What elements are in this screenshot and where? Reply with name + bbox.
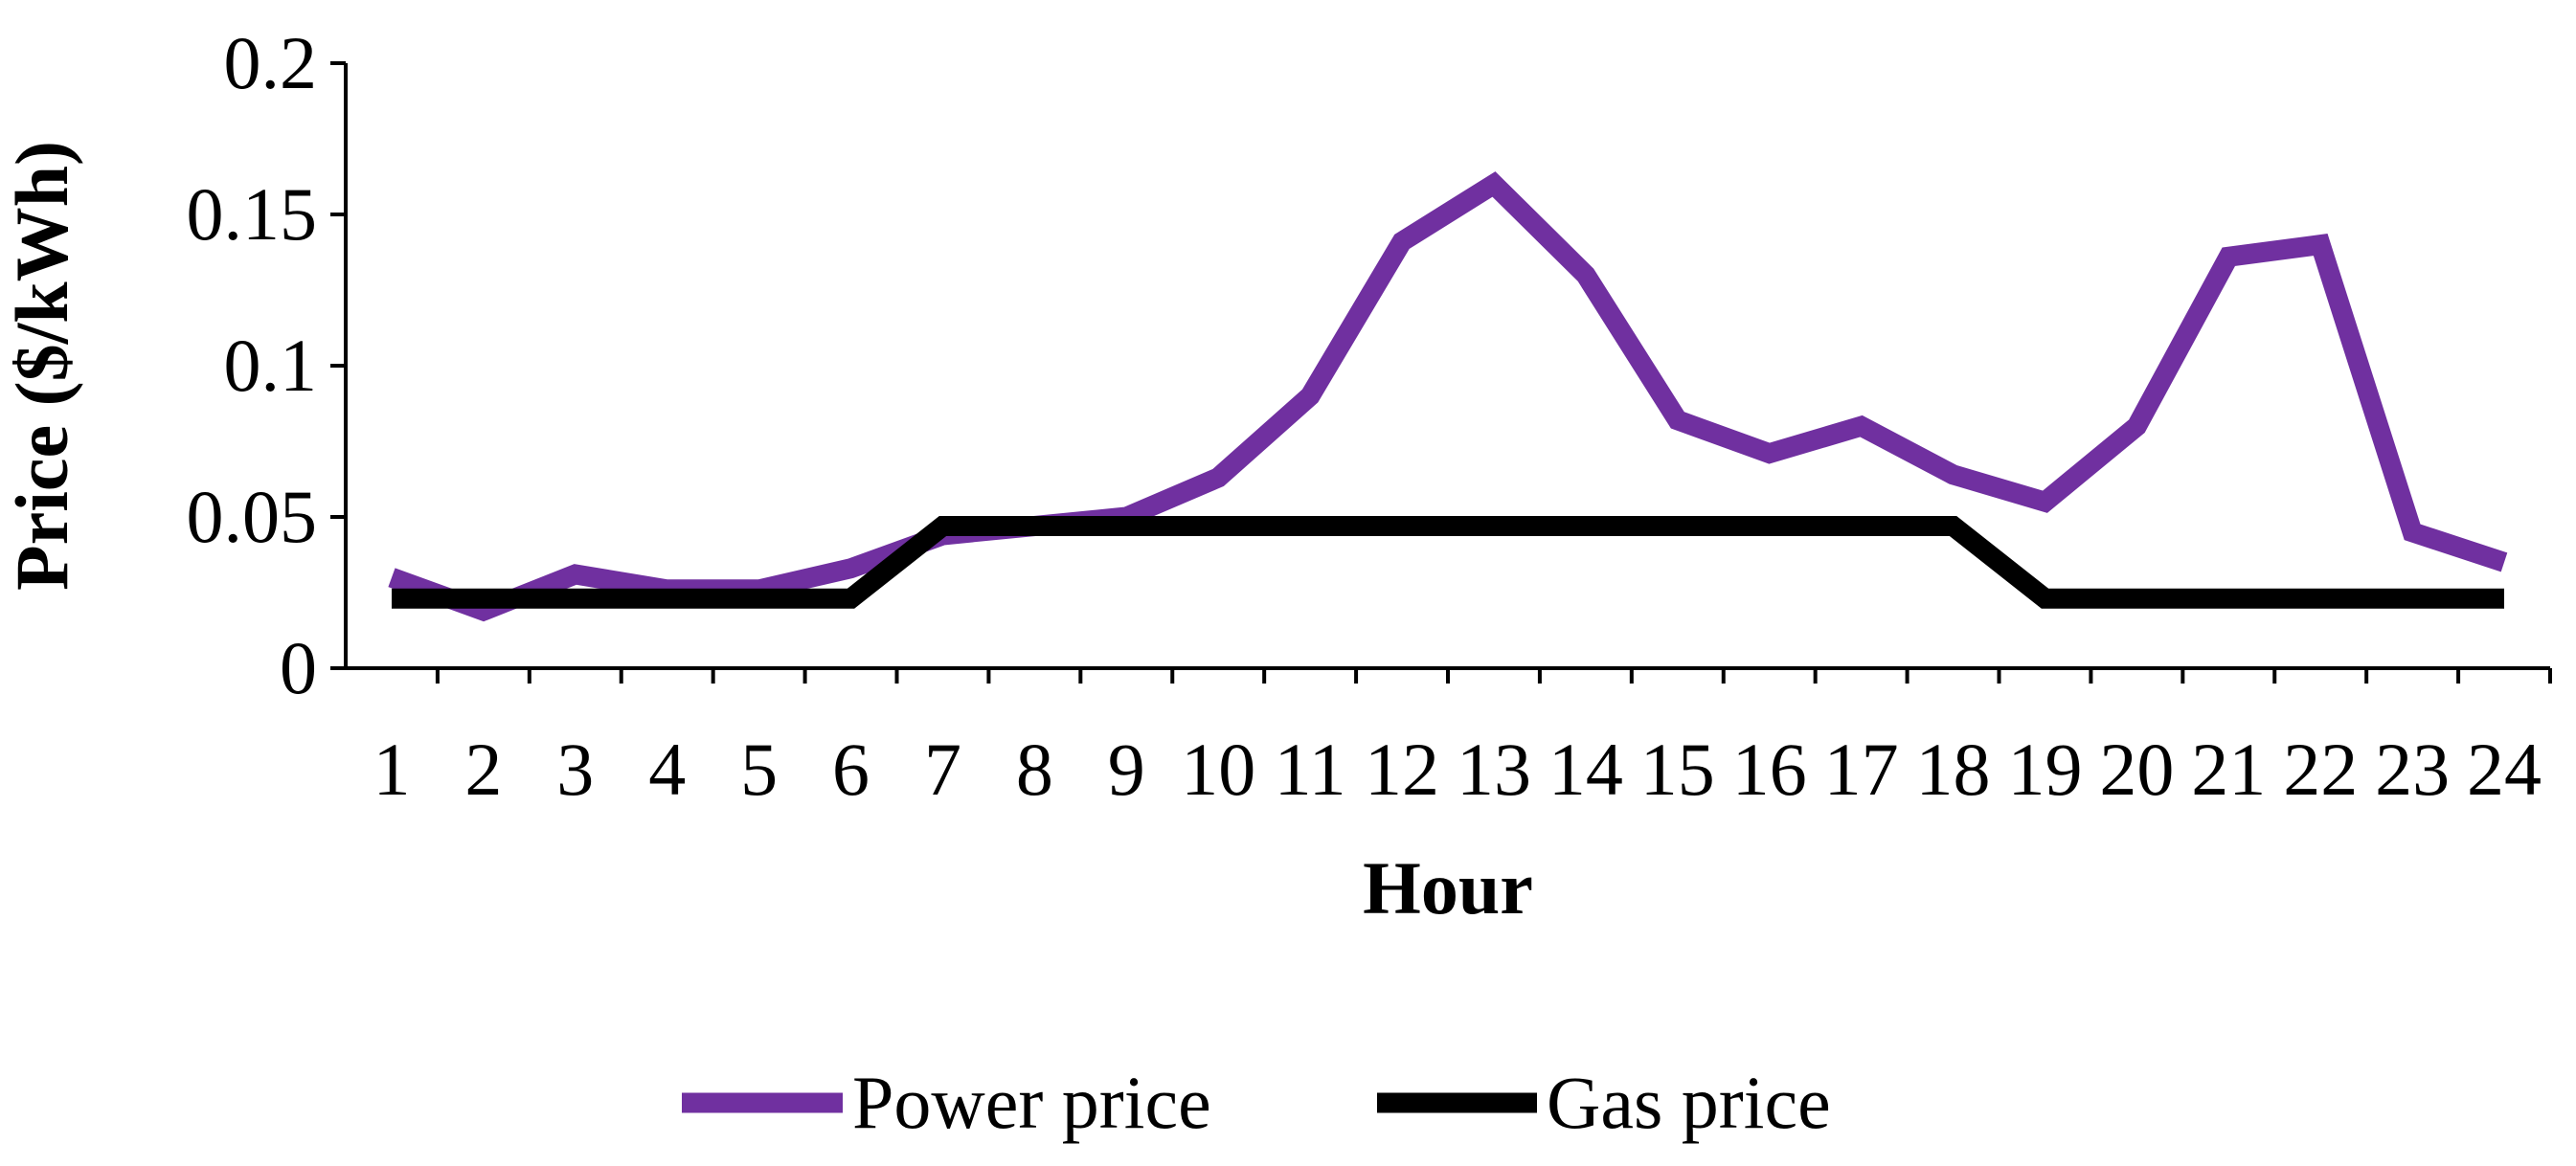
legend-item-power-price: Power price — [682, 1061, 1211, 1144]
legend: Power price Gas price — [682, 1061, 1831, 1144]
x-tick-label: 14 — [1548, 728, 1623, 811]
x-tick-label: 21 — [2191, 728, 2266, 811]
x-tick-label: 6 — [832, 728, 870, 811]
legend-label-power-price: Power price — [852, 1061, 1211, 1144]
x-tick-label: 18 — [1916, 728, 1991, 811]
y-axis-title: Price ($/kWh) — [0, 141, 83, 591]
x-tick-label: 22 — [2283, 728, 2358, 811]
series-line-power-price — [388, 171, 2508, 622]
y-tick-label: 0 — [280, 626, 317, 709]
series-line-gas-price — [392, 516, 2504, 609]
x-tick-label: 7 — [924, 728, 961, 811]
x-tick-label: 15 — [1640, 728, 1715, 811]
x-tick-label: 11 — [1275, 728, 1346, 811]
x-tick-label: 10 — [1181, 728, 1255, 811]
x-tick-label: 9 — [1108, 728, 1145, 811]
x-tick-label: 12 — [1365, 728, 1439, 811]
x-tick-label: 3 — [556, 728, 594, 811]
legend-item-gas-price: Gas price — [1377, 1061, 1831, 1144]
x-tick-label: 20 — [2099, 728, 2174, 811]
x-tick-label: 19 — [2007, 728, 2082, 811]
series-group — [388, 171, 2508, 622]
x-tick-label: 5 — [740, 728, 778, 811]
x-tick-labels: 1 2 3 4 5 6 7 8 9 10 11 12 13 14 15 16 17 18 19 20 21 22 23 24 — [373, 728, 2542, 811]
x-tick-label: 24 — [2467, 728, 2542, 811]
y-tick-label: 0.1 — [224, 324, 318, 407]
x-tick-label: 4 — [648, 728, 686, 811]
y-tick-label: 0.2 — [224, 21, 318, 104]
y-tick-label: 0.05 — [187, 475, 318, 558]
x-tick-label: 1 — [373, 728, 410, 811]
legend-label-gas-price: Gas price — [1547, 1061, 1831, 1144]
x-axis-title: Hour — [1363, 846, 1533, 930]
tick-marks — [330, 61, 2552, 684]
x-tick-label: 16 — [1732, 728, 1807, 811]
x-tick-label: 17 — [1824, 728, 1899, 811]
x-tick-label: 2 — [464, 728, 502, 811]
y-tick-labels: 0 0.05 0.1 0.15 0.2 — [187, 21, 318, 709]
x-tick-label: 13 — [1457, 728, 1531, 811]
y-tick-label: 0.15 — [187, 172, 318, 256]
x-tick-label: 23 — [2375, 728, 2450, 811]
x-tick-label: 8 — [1016, 728, 1053, 811]
